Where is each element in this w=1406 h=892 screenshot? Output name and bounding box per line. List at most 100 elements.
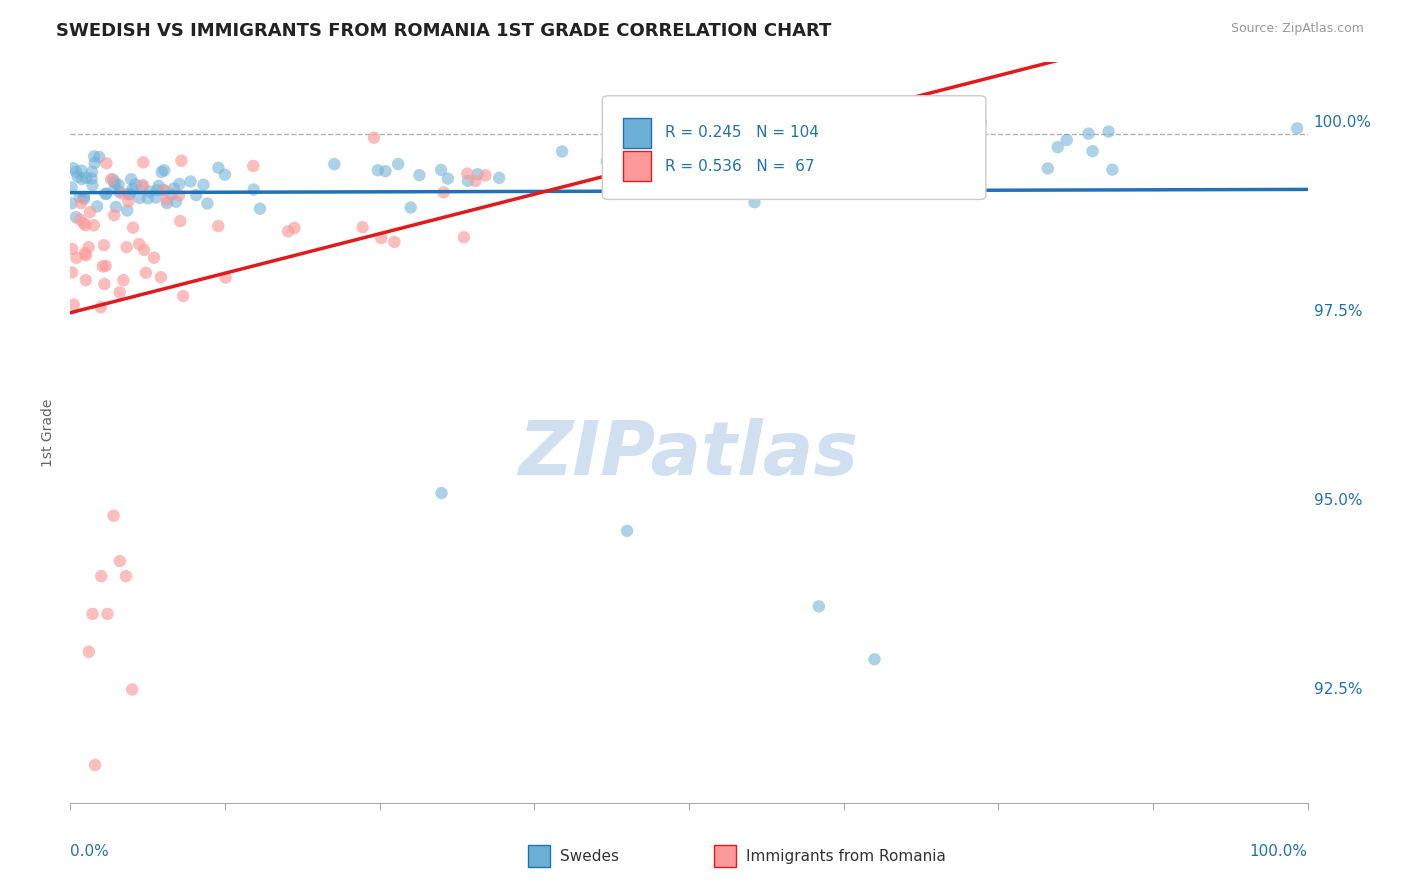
Point xyxy=(66,169,89,184)
Point xyxy=(90,300,112,314)
Point xyxy=(77,645,100,659)
Point xyxy=(830,167,852,181)
Point xyxy=(432,186,454,200)
Text: R = 0.245   N = 104: R = 0.245 N = 104 xyxy=(665,125,820,140)
Text: 95.0%: 95.0% xyxy=(1313,493,1362,508)
Point xyxy=(73,216,96,230)
Point xyxy=(464,174,486,188)
Point xyxy=(169,214,191,228)
Point xyxy=(841,158,863,172)
Point xyxy=(744,195,766,210)
Text: ZIPatlas: ZIPatlas xyxy=(519,418,859,491)
Point xyxy=(112,273,135,287)
Point xyxy=(75,248,97,262)
Point xyxy=(128,237,150,252)
Point xyxy=(82,178,104,193)
Point xyxy=(89,150,111,164)
Point xyxy=(111,186,134,201)
Point xyxy=(117,194,139,209)
Point xyxy=(437,171,460,186)
Point xyxy=(277,224,299,238)
Point xyxy=(152,183,174,197)
Point xyxy=(131,179,153,194)
Point xyxy=(121,682,143,697)
Point xyxy=(214,168,236,182)
Point xyxy=(100,172,122,186)
Point xyxy=(132,178,155,193)
Point xyxy=(104,180,127,194)
Point xyxy=(1077,127,1099,141)
Text: R = 0.536   N =  67: R = 0.536 N = 67 xyxy=(665,159,815,174)
Point xyxy=(551,145,574,159)
Point xyxy=(93,277,115,291)
Point xyxy=(136,191,159,205)
Point xyxy=(73,246,96,260)
FancyBboxPatch shape xyxy=(623,118,651,147)
Point xyxy=(195,196,218,211)
Point xyxy=(931,139,953,153)
Point xyxy=(62,161,84,176)
Point xyxy=(180,174,202,188)
Point xyxy=(814,155,837,169)
Point xyxy=(249,202,271,216)
Point xyxy=(323,157,346,171)
Point xyxy=(242,183,264,197)
Text: 97.5%: 97.5% xyxy=(1313,304,1362,319)
Point xyxy=(75,218,97,232)
Point xyxy=(915,162,938,177)
Point xyxy=(118,186,141,201)
Point xyxy=(214,270,236,285)
Point xyxy=(115,240,138,254)
Point xyxy=(616,524,638,538)
Point xyxy=(69,190,91,204)
Point xyxy=(786,148,808,162)
Point xyxy=(124,178,146,192)
Point xyxy=(602,153,624,168)
Point xyxy=(633,150,655,164)
Point xyxy=(90,569,112,583)
Point xyxy=(60,196,83,211)
Point xyxy=(453,230,475,244)
Point xyxy=(207,219,229,233)
Point xyxy=(108,285,131,300)
Point xyxy=(846,145,869,159)
Point xyxy=(160,187,183,202)
Text: 100.0%: 100.0% xyxy=(1250,844,1308,858)
Point xyxy=(103,208,125,222)
Point xyxy=(474,169,496,183)
Point xyxy=(93,238,115,252)
Point xyxy=(108,554,131,568)
Point xyxy=(107,178,129,192)
Point xyxy=(165,194,187,209)
Point xyxy=(104,200,127,214)
Point xyxy=(193,178,215,192)
Point xyxy=(80,165,103,179)
Point xyxy=(84,758,107,772)
Point xyxy=(82,607,104,621)
Point xyxy=(828,155,851,169)
Point xyxy=(150,165,173,179)
Point xyxy=(121,182,143,196)
Point xyxy=(96,156,118,170)
Point xyxy=(132,155,155,169)
Point xyxy=(70,196,93,211)
Point xyxy=(457,174,479,188)
Point xyxy=(186,188,208,202)
Point xyxy=(94,187,117,202)
Point xyxy=(921,138,943,153)
Point xyxy=(363,130,385,145)
Point xyxy=(807,599,830,614)
Point xyxy=(128,191,150,205)
Point xyxy=(148,178,170,193)
Point xyxy=(952,138,974,153)
Point xyxy=(1286,121,1309,136)
Point xyxy=(1046,140,1069,154)
Point xyxy=(80,171,103,186)
Point xyxy=(73,192,96,206)
Point xyxy=(283,221,305,235)
Point xyxy=(60,180,83,194)
Point xyxy=(73,190,96,204)
Point xyxy=(91,260,114,274)
Point xyxy=(467,167,489,181)
Point xyxy=(62,298,84,312)
